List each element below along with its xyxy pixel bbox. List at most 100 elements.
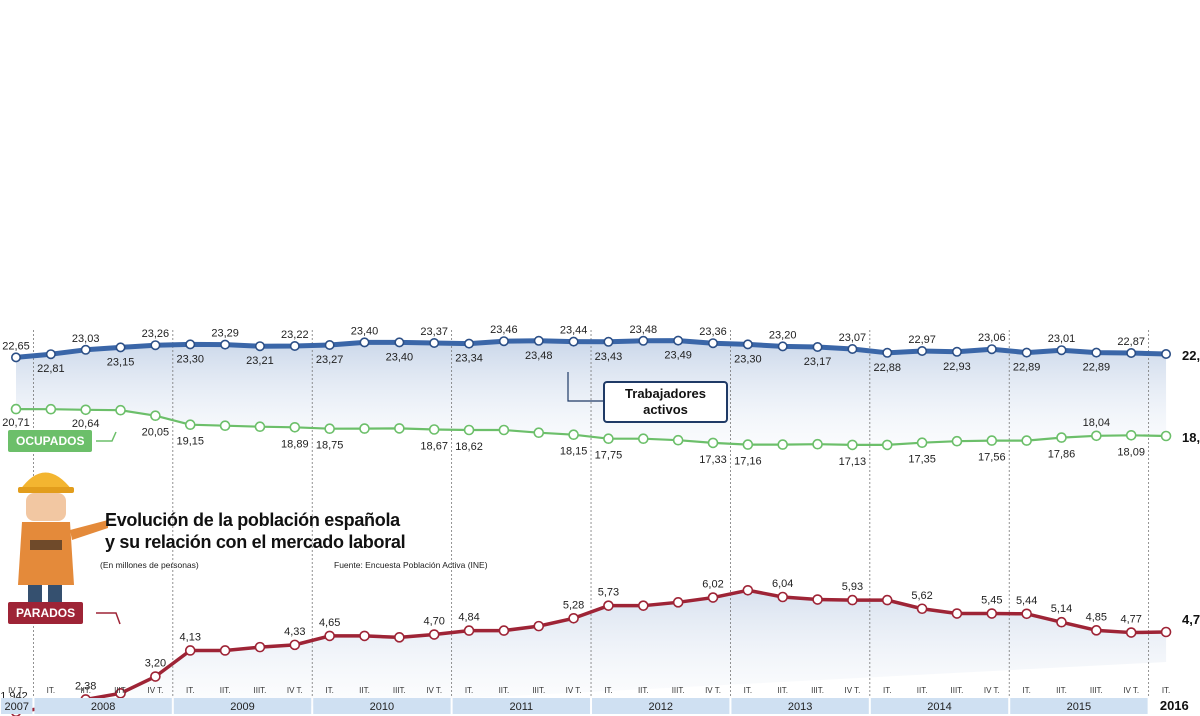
year-band xyxy=(1149,698,1199,714)
data-point xyxy=(185,339,196,350)
data-label: 4,65 xyxy=(319,617,340,629)
year-label: 2015 xyxy=(1067,701,1091,713)
quarter-tick-label: IT. xyxy=(186,686,194,695)
data-point xyxy=(45,349,56,360)
data-point xyxy=(812,438,823,450)
data-point xyxy=(707,338,718,349)
data-label: 18,67 xyxy=(420,441,448,453)
data-label: 4,79 xyxy=(1182,612,1200,627)
data-point xyxy=(498,424,510,436)
quarter-tick-label: IIT. xyxy=(499,686,510,695)
data-label: 23,44 xyxy=(560,325,588,337)
data-point xyxy=(847,439,858,451)
quarter-tick-label: IT. xyxy=(883,686,891,695)
year-label: 2007 xyxy=(4,701,28,713)
chart-subtitle: (En millones de personas) xyxy=(100,560,199,570)
worker-leg-right xyxy=(48,585,62,605)
data-label: 17,13 xyxy=(839,456,867,468)
data-point xyxy=(777,591,789,603)
data-label: 18,02 xyxy=(1182,430,1200,445)
data-point xyxy=(812,594,823,605)
data-label: 5,73 xyxy=(598,587,619,599)
data-point xyxy=(951,346,962,357)
data-point xyxy=(1021,435,1032,446)
quarter-tick-label: IIT. xyxy=(638,686,649,695)
data-point xyxy=(359,337,370,348)
quarter-tick-label: IIIT. xyxy=(114,686,127,695)
data-label: 18,89 xyxy=(281,438,309,450)
data-label: 23,17 xyxy=(804,356,832,368)
data-label: 22,97 xyxy=(908,334,936,346)
data-point xyxy=(951,435,963,447)
data-point xyxy=(463,424,475,436)
data-point xyxy=(184,645,196,656)
year-band xyxy=(173,698,312,714)
series-line-2 xyxy=(15,588,1167,714)
data-point xyxy=(672,434,684,446)
callout-connector xyxy=(567,372,603,402)
data-point xyxy=(464,338,475,349)
data-point xyxy=(150,410,161,422)
data-point xyxy=(463,625,475,636)
data-point xyxy=(1056,345,1067,356)
data-label: 17,35 xyxy=(908,454,936,466)
year-band xyxy=(34,698,172,714)
data-point xyxy=(672,597,684,608)
year-band xyxy=(1,698,33,714)
data-point xyxy=(707,592,719,603)
data-point xyxy=(533,427,545,439)
year-label: 2011 xyxy=(509,701,533,713)
data-label: 22,89 xyxy=(1083,362,1111,374)
quarter-tick-label: IIIT. xyxy=(532,686,545,695)
data-label: 23,49 xyxy=(664,350,692,362)
quarter-tick-label: IV T. xyxy=(426,686,442,695)
quarter-tick-label: IT. xyxy=(744,686,752,695)
data-label: 23,07 xyxy=(839,332,867,344)
data-label: 22,88 xyxy=(873,362,901,374)
data-point xyxy=(428,629,440,640)
data-label: 23,37 xyxy=(420,326,448,338)
data-point xyxy=(324,423,335,435)
data-label: 5,44 xyxy=(1016,595,1037,607)
data-label: 20,64 xyxy=(72,418,100,430)
data-label: 4,70 xyxy=(423,616,444,628)
data-point xyxy=(637,600,649,611)
data-label: 23,22 xyxy=(281,329,309,341)
hard-hat-icon xyxy=(20,472,72,490)
data-point xyxy=(603,600,614,611)
area-parados xyxy=(16,590,1167,716)
data-point xyxy=(289,421,301,433)
worker-shirt xyxy=(18,522,74,585)
parados-connector xyxy=(96,612,121,625)
data-label: 23,34 xyxy=(455,353,483,365)
year-label: 2010 xyxy=(370,701,394,713)
year-band xyxy=(452,698,591,714)
tool-belt xyxy=(30,540,62,550)
data-point xyxy=(1056,616,1067,628)
parados-tag: PARADOS xyxy=(8,602,84,624)
data-label: 2,38 xyxy=(75,680,96,692)
data-point xyxy=(150,671,161,682)
worker-arm xyxy=(70,520,108,540)
data-label: 17,75 xyxy=(595,450,623,462)
data-point xyxy=(533,620,545,632)
data-label: 23,30 xyxy=(176,353,204,365)
data-point xyxy=(637,433,649,445)
data-point xyxy=(707,437,719,449)
data-point xyxy=(603,336,614,347)
data-label: 20,71 xyxy=(2,417,30,429)
data-label: 23,48 xyxy=(630,324,658,336)
data-point xyxy=(777,341,788,352)
data-label: 5,14 xyxy=(1051,603,1072,615)
quarter-tick-label: IIIT. xyxy=(951,686,964,695)
data-point xyxy=(881,594,893,606)
quarter-tick-label: IIT. xyxy=(777,686,788,695)
data-point xyxy=(638,335,649,346)
data-label: 22,89 xyxy=(1013,362,1041,374)
year-label: 2008 xyxy=(91,701,115,713)
quarter-tick-label: IIT. xyxy=(917,686,928,695)
data-point xyxy=(219,645,231,656)
data-label: 23,03 xyxy=(72,333,100,345)
data-point xyxy=(533,335,544,346)
data-label: 22,82 xyxy=(1182,348,1200,363)
